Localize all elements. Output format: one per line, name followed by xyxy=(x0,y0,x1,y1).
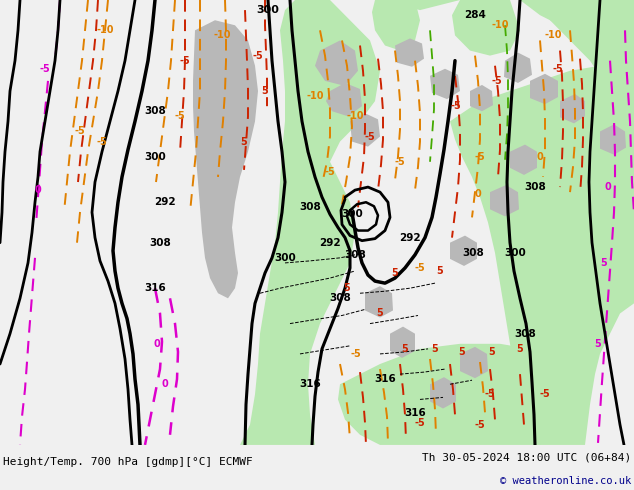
Text: 5: 5 xyxy=(600,258,607,268)
Text: Th 30-05-2024 18:00 UTC (06+84): Th 30-05-2024 18:00 UTC (06+84) xyxy=(422,453,631,463)
Text: 292: 292 xyxy=(399,233,421,243)
Polygon shape xyxy=(600,124,626,155)
Polygon shape xyxy=(452,0,520,56)
Text: 300: 300 xyxy=(504,248,526,258)
Text: 0: 0 xyxy=(162,379,169,389)
Text: 0: 0 xyxy=(153,339,160,349)
Text: -5: -5 xyxy=(252,50,263,61)
Text: 5: 5 xyxy=(241,137,247,147)
Text: -5: -5 xyxy=(484,390,495,399)
Text: 5: 5 xyxy=(401,344,408,354)
Text: 316: 316 xyxy=(299,379,321,389)
Text: -10: -10 xyxy=(544,30,562,40)
Polygon shape xyxy=(510,145,537,175)
Text: 308: 308 xyxy=(149,238,171,247)
Text: 308: 308 xyxy=(144,106,166,116)
Text: -5: -5 xyxy=(451,101,462,111)
Text: 300: 300 xyxy=(274,253,296,263)
Text: 0: 0 xyxy=(605,182,611,192)
Text: -5: -5 xyxy=(394,157,405,167)
Text: -5: -5 xyxy=(75,126,86,136)
Text: -5: -5 xyxy=(365,131,375,142)
Text: © weatheronline.co.uk: © weatheronline.co.uk xyxy=(500,476,631,486)
Polygon shape xyxy=(450,236,477,266)
Polygon shape xyxy=(470,85,493,111)
Text: 5: 5 xyxy=(262,86,268,96)
Text: -5: -5 xyxy=(179,56,190,66)
Text: -5: -5 xyxy=(415,417,425,428)
Text: 0: 0 xyxy=(536,152,543,162)
Polygon shape xyxy=(430,69,460,99)
Polygon shape xyxy=(240,0,380,445)
Text: -5: -5 xyxy=(351,349,361,359)
Text: Height/Temp. 700 hPa [gdmp][°C] ECMWF: Height/Temp. 700 hPa [gdmp][°C] ECMWF xyxy=(3,457,253,467)
Text: 5: 5 xyxy=(344,283,351,293)
Polygon shape xyxy=(372,0,420,50)
Polygon shape xyxy=(350,113,380,147)
Text: -5: -5 xyxy=(96,137,107,147)
Text: 308: 308 xyxy=(524,182,546,192)
Text: 316: 316 xyxy=(144,283,166,293)
Polygon shape xyxy=(460,347,488,378)
Text: 292: 292 xyxy=(154,197,176,207)
Polygon shape xyxy=(326,83,362,116)
Polygon shape xyxy=(365,286,393,318)
Text: -5: -5 xyxy=(39,64,50,74)
Text: -10: -10 xyxy=(346,111,364,122)
Text: 0: 0 xyxy=(475,189,481,199)
Polygon shape xyxy=(315,41,358,86)
Text: -5: -5 xyxy=(174,111,185,122)
Text: 5: 5 xyxy=(595,339,602,349)
Text: -10: -10 xyxy=(306,91,324,101)
Text: 308: 308 xyxy=(462,248,484,258)
Text: 0: 0 xyxy=(35,185,41,195)
Text: 5: 5 xyxy=(392,268,398,278)
Text: 300: 300 xyxy=(144,152,166,162)
Polygon shape xyxy=(540,0,634,101)
Text: -5: -5 xyxy=(325,167,335,177)
Polygon shape xyxy=(193,20,258,298)
Text: -5: -5 xyxy=(475,152,486,162)
Text: 5: 5 xyxy=(432,344,438,354)
Text: -5: -5 xyxy=(553,64,564,74)
Text: 308: 308 xyxy=(514,329,536,339)
Text: 316: 316 xyxy=(404,408,426,417)
Polygon shape xyxy=(395,38,424,67)
Polygon shape xyxy=(338,344,565,445)
Text: -5: -5 xyxy=(491,76,502,86)
Polygon shape xyxy=(390,327,415,358)
Text: -5: -5 xyxy=(475,420,486,430)
Text: 5: 5 xyxy=(377,309,384,318)
Text: 300: 300 xyxy=(341,209,363,220)
Polygon shape xyxy=(430,377,456,409)
Text: 292: 292 xyxy=(319,238,341,247)
Text: 316: 316 xyxy=(374,374,396,384)
Text: 5: 5 xyxy=(489,347,495,357)
Polygon shape xyxy=(560,94,585,123)
Polygon shape xyxy=(490,185,519,217)
Text: -5: -5 xyxy=(540,390,550,399)
Text: 5: 5 xyxy=(437,266,443,276)
Text: -5: -5 xyxy=(415,263,425,273)
Text: 5: 5 xyxy=(458,347,465,357)
Text: -10: -10 xyxy=(96,25,113,35)
Polygon shape xyxy=(310,0,634,152)
Polygon shape xyxy=(504,52,532,83)
Text: 300: 300 xyxy=(257,5,280,15)
Text: 308: 308 xyxy=(344,250,366,260)
Polygon shape xyxy=(530,74,558,104)
Text: 5: 5 xyxy=(517,344,524,354)
Text: 308: 308 xyxy=(329,294,351,303)
Text: -10: -10 xyxy=(491,20,508,30)
Polygon shape xyxy=(450,61,634,445)
Text: 284: 284 xyxy=(464,10,486,20)
Text: 308: 308 xyxy=(299,202,321,212)
Text: -10: -10 xyxy=(213,30,231,40)
